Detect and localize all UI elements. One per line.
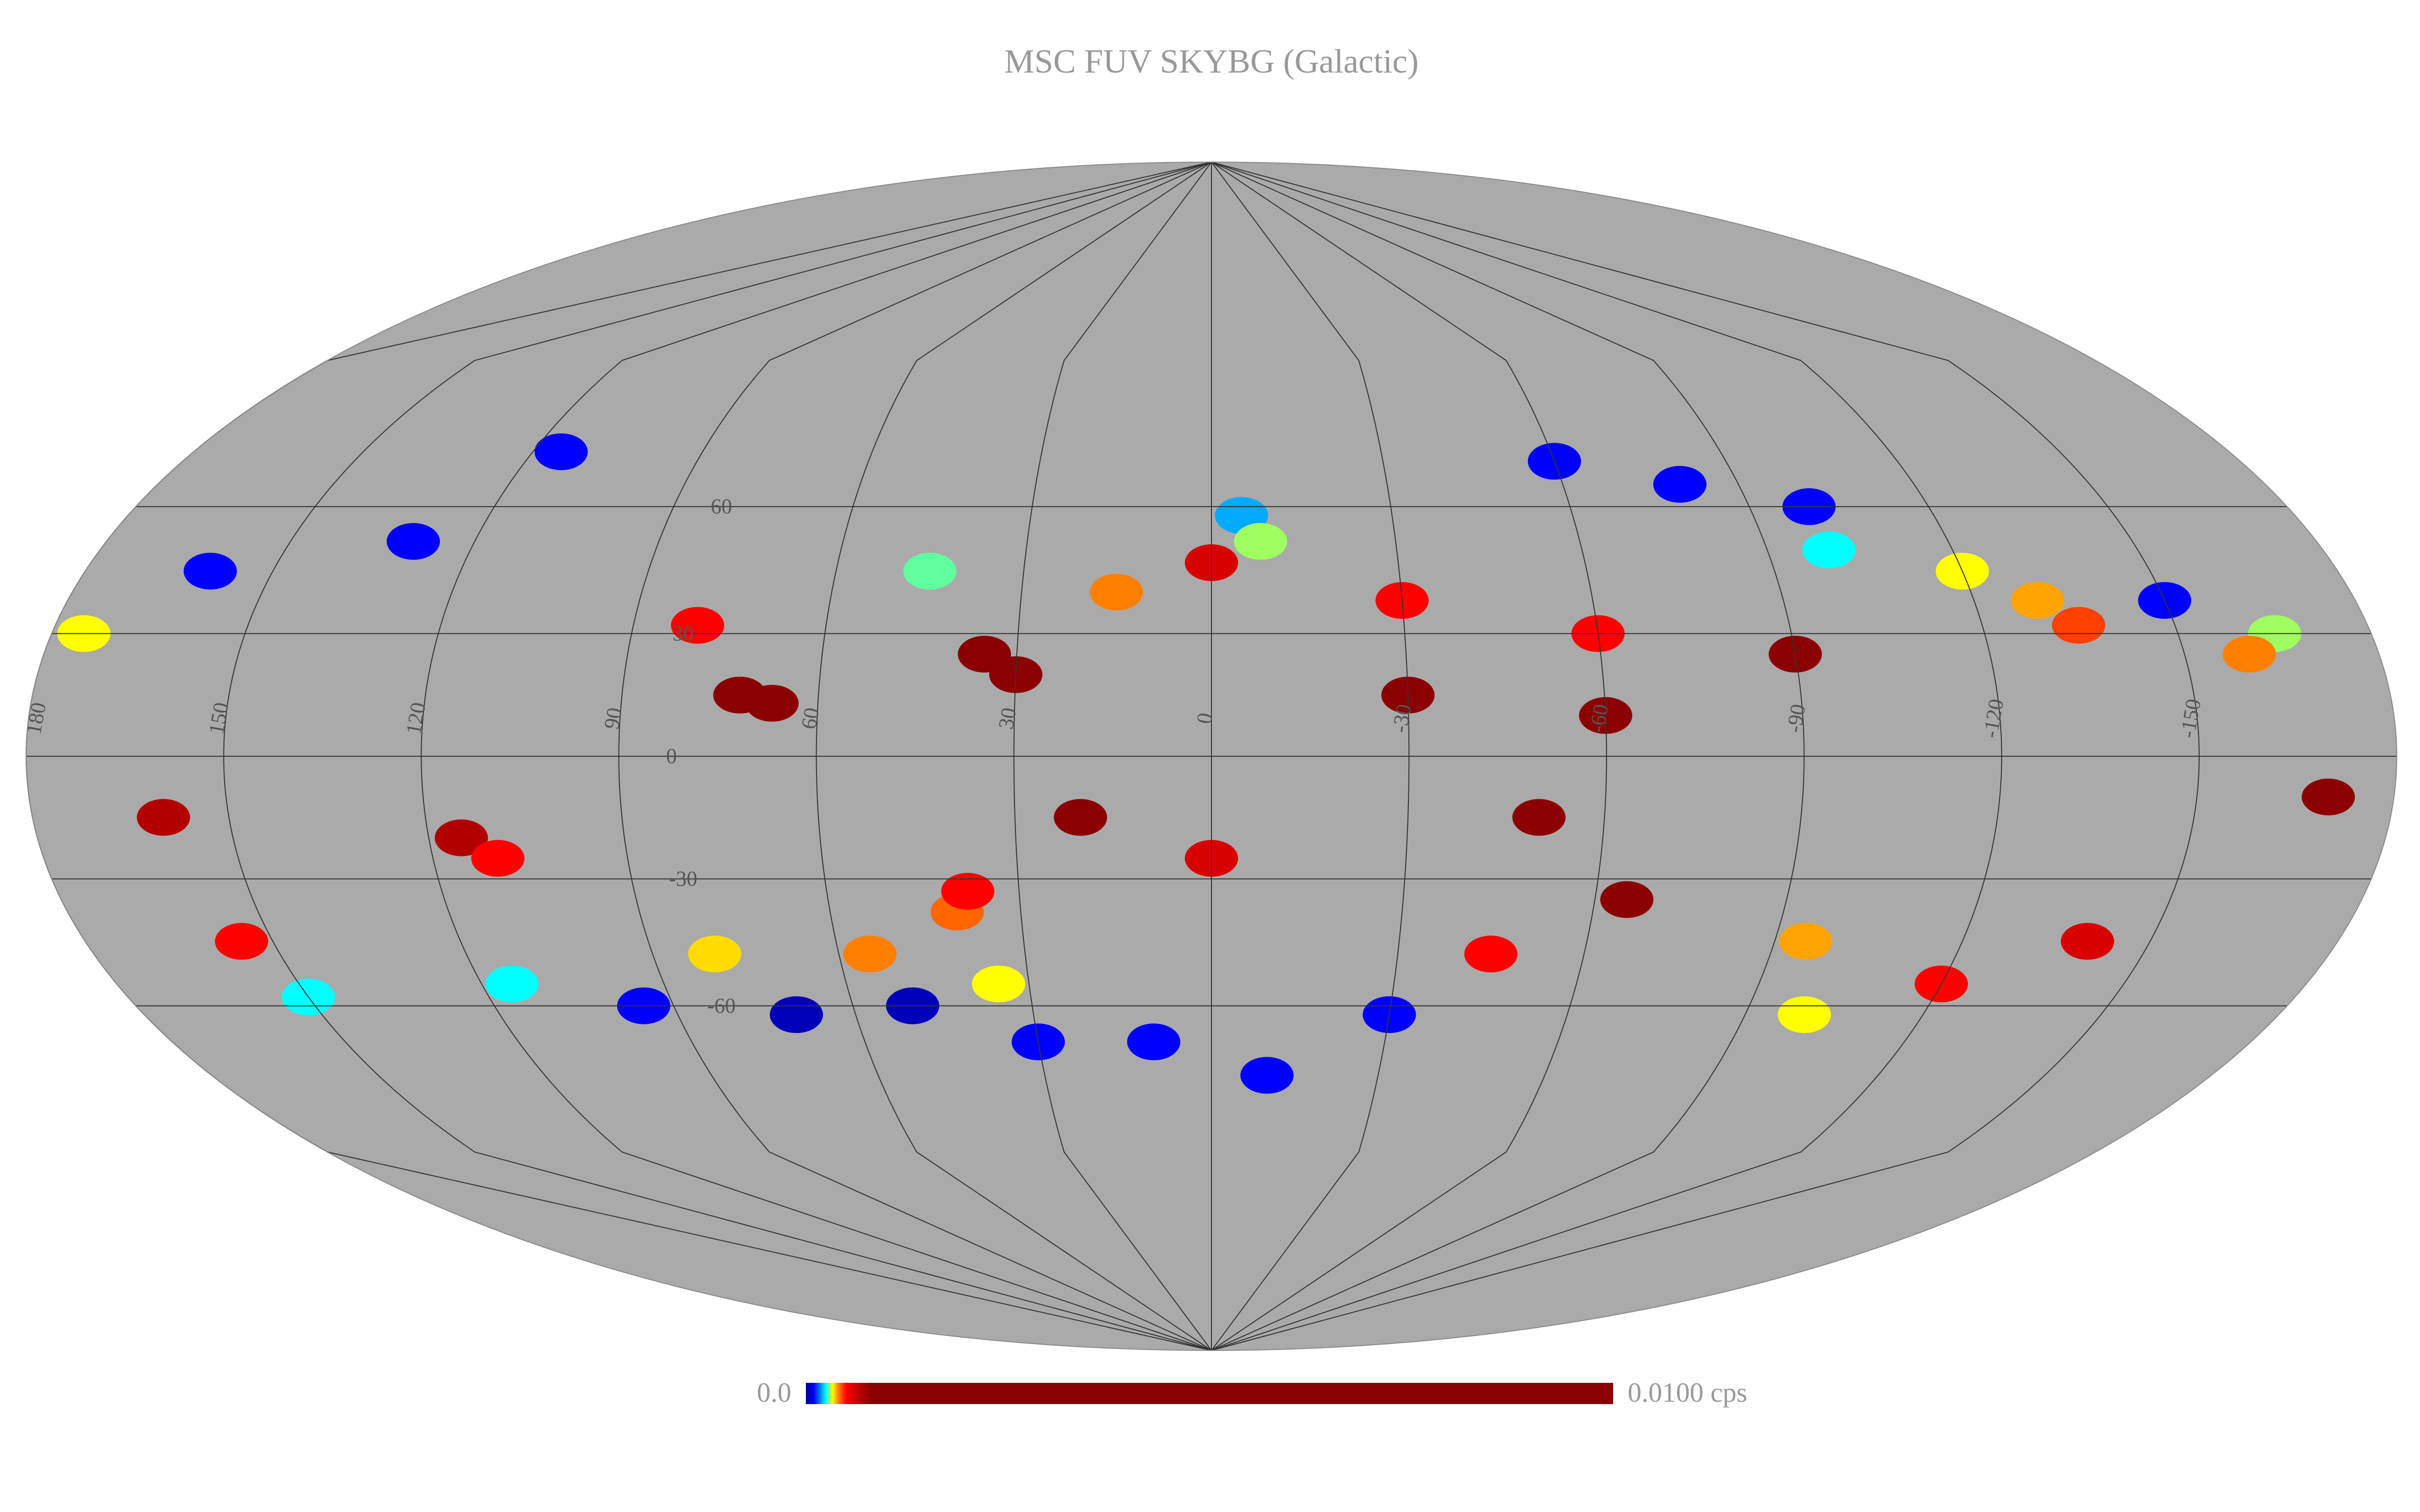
meridian-line — [1211, 162, 2200, 1351]
sky-patch — [2301, 778, 2355, 816]
lon-label: 150 — [204, 701, 233, 736]
meridian-line — [1013, 162, 1212, 1351]
lon-label: -60 — [1585, 703, 1613, 734]
lat-label: -60 — [707, 994, 736, 1018]
meridian-line — [1211, 162, 1805, 1351]
sky-patch — [770, 996, 823, 1033]
lon-label: 90 — [600, 706, 627, 731]
sky-patch — [1127, 1023, 1180, 1061]
sky-patch — [1054, 799, 1107, 836]
meridian-line — [816, 162, 1212, 1351]
lat-label: 30 — [672, 622, 694, 645]
sky-patch — [471, 839, 525, 877]
lat-label: -30 — [669, 867, 697, 890]
sky-patch — [688, 935, 741, 973]
sky-patch — [2223, 636, 2276, 673]
meridian-line — [618, 162, 1212, 1351]
meridian-line — [1211, 162, 1410, 1351]
sky-patch — [1778, 996, 1831, 1033]
sky-patch — [534, 433, 588, 470]
lon-label: 60 — [797, 706, 824, 731]
colorbar-min-label: 0.0 — [757, 1377, 791, 1408]
map-title: MSC FUV SKYBG (Galactic) — [1004, 43, 1419, 80]
lon-label: 120 — [401, 701, 430, 736]
sky-patch — [745, 685, 799, 722]
lat-label: 0 — [666, 744, 677, 768]
sky-patch — [2060, 923, 2114, 960]
sky-patch — [485, 965, 539, 1003]
map-outline — [26, 162, 2397, 1351]
sky-patch — [1600, 881, 1654, 918]
sky-patch — [1512, 799, 1566, 836]
lon-label: 180 — [22, 701, 51, 736]
sky-patch — [1464, 935, 1518, 973]
sky-patch — [1779, 923, 1833, 960]
sky-patch — [1234, 523, 1287, 560]
lat-label: 60 — [711, 494, 732, 518]
sky-patch — [1240, 1057, 1294, 1094]
sky-patch — [972, 965, 1026, 1003]
lon-label: -90 — [1782, 703, 1810, 734]
meridian-line — [421, 162, 1212, 1351]
meridian-line — [1211, 162, 2002, 1351]
sky-patch — [2052, 607, 2105, 644]
sky-patch — [435, 819, 488, 856]
sky-patch — [1653, 466, 1707, 503]
sky-patch — [1802, 531, 1856, 569]
sky-patch — [386, 523, 440, 560]
sky-patch — [671, 607, 725, 644]
lon-label: -30 — [1388, 703, 1416, 734]
sky-patch — [941, 873, 995, 910]
meridian-line — [223, 162, 1212, 1351]
meridian-line — [1211, 162, 1607, 1351]
colorbar-max-label: 0.0100 cps — [1628, 1377, 1747, 1408]
sky-patch — [903, 553, 957, 590]
sky-patch — [2011, 582, 2064, 619]
lon-label: 30 — [994, 706, 1021, 731]
sky-patch — [1089, 573, 1143, 611]
sky-patch — [843, 935, 897, 973]
sky-patch — [136, 799, 190, 836]
sky-patch — [215, 923, 269, 960]
colorbar — [806, 1383, 1613, 1404]
sky-patch — [183, 553, 237, 590]
